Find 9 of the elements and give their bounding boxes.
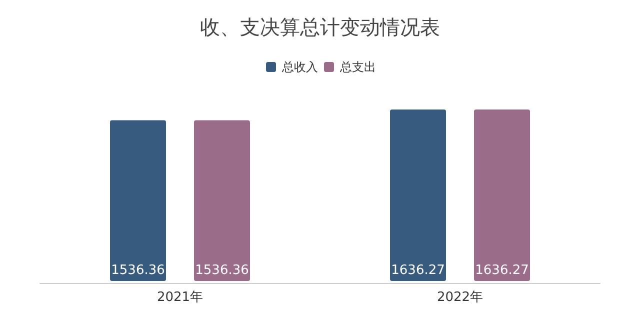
data-label: 1536.36 bbox=[111, 263, 165, 278]
x-tick-label: 2021年 bbox=[156, 290, 204, 305]
data-label: 1636.27 bbox=[391, 263, 445, 278]
x-tick-label: 2022年 bbox=[436, 290, 484, 305]
legend-label: 总支出 bbox=[339, 60, 376, 74]
data-label: 1636.27 bbox=[475, 263, 529, 278]
legend-label: 总收入 bbox=[281, 60, 318, 74]
data-label: 1536.36 bbox=[195, 263, 249, 278]
chart-title: 收、支决算总计变动情况表 bbox=[200, 15, 440, 39]
